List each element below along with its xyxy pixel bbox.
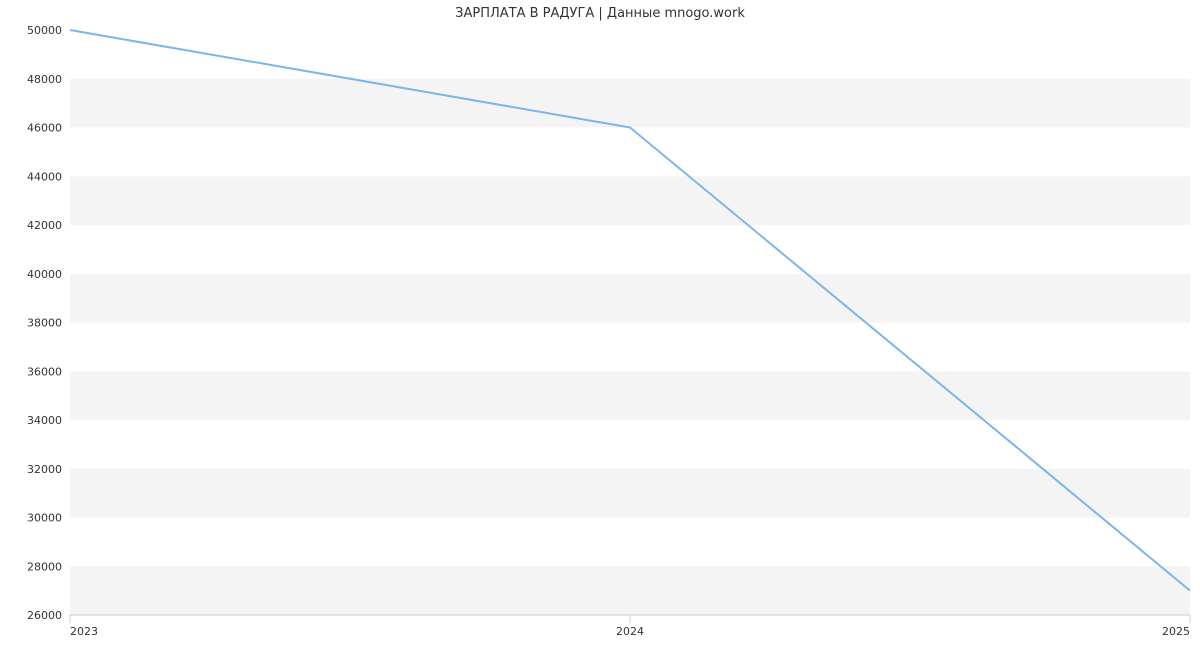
- plot-band: [70, 371, 1190, 420]
- x-tick-label: 2023: [70, 625, 98, 638]
- plot-band: [70, 79, 1190, 128]
- y-tick-label: 28000: [27, 560, 62, 573]
- y-tick-label: 48000: [27, 73, 62, 86]
- plot-band: [70, 420, 1190, 469]
- chart-svg: 26000 28000 30000 32000 34000 36000 38000 40000…: [0, 0, 1200, 650]
- plot-band: [70, 518, 1190, 567]
- y-tick-label: 30000: [27, 512, 62, 525]
- y-tick-label: 34000: [27, 414, 62, 427]
- y-tick-label: 38000: [27, 317, 62, 330]
- plot-band: [70, 30, 1190, 79]
- plot-band: [70, 176, 1190, 225]
- x-tick-label: 2024: [616, 625, 644, 638]
- y-tick-label: 44000: [27, 170, 62, 183]
- y-tick-label: 50000: [27, 24, 62, 37]
- y-tick-label: 46000: [27, 122, 62, 135]
- y-tick-label: 32000: [27, 463, 62, 476]
- plot-band: [70, 566, 1190, 615]
- plot-band: [70, 469, 1190, 518]
- plot-band: [70, 323, 1190, 372]
- plot-band: [70, 128, 1190, 177]
- y-tick-label: 42000: [27, 219, 62, 232]
- y-tick-label: 26000: [27, 609, 62, 622]
- x-tick-label: 2025: [1162, 625, 1190, 638]
- y-tick-label: 40000: [27, 268, 62, 281]
- plot-band: [70, 225, 1190, 274]
- salary-line-chart: ЗАРПЛАТА В РАДУГА | Данные mnogo.work 26…: [0, 0, 1200, 650]
- plot-band: [70, 274, 1190, 323]
- y-tick-label: 36000: [27, 365, 62, 378]
